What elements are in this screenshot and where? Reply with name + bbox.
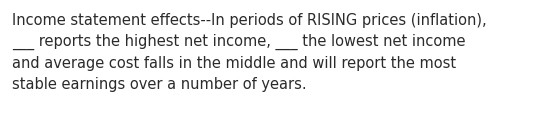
- Text: Income statement effects--In periods of RISING prices (inflation),
___ reports t: Income statement effects--In periods of …: [12, 13, 487, 92]
